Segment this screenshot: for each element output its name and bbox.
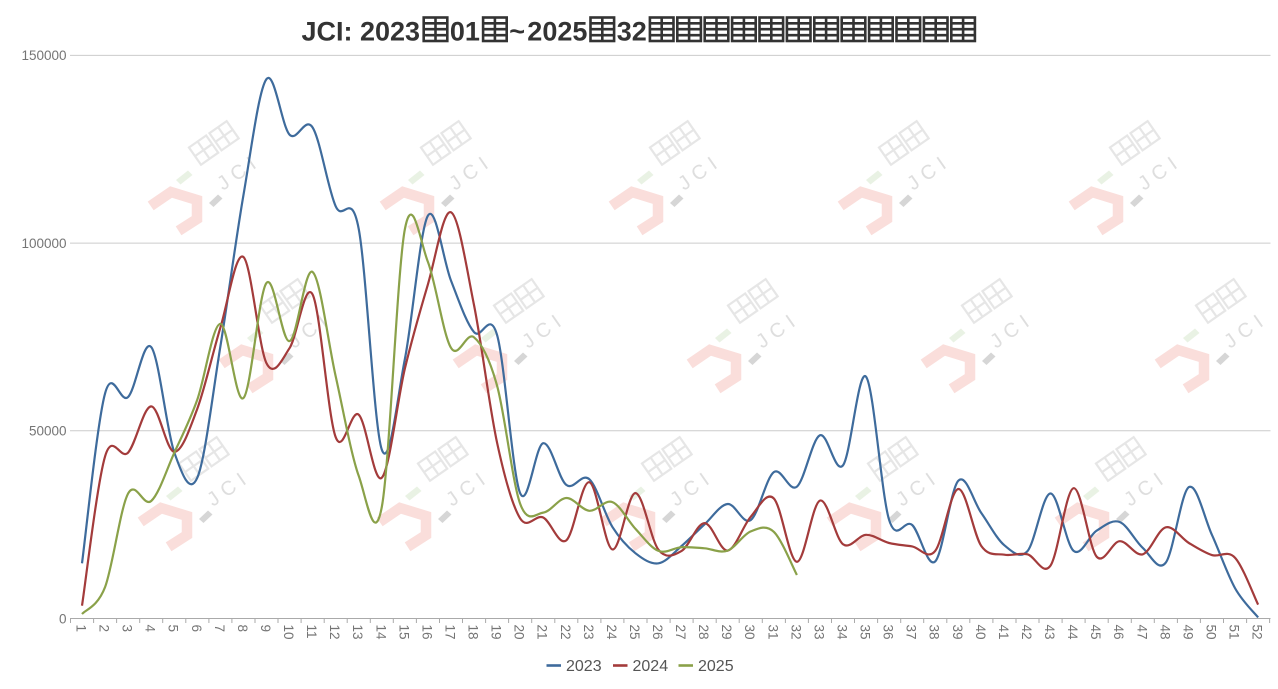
svg-text:20: 20 [512,625,527,640]
svg-text:32: 32 [788,625,803,640]
svg-text:10: 10 [281,625,296,640]
svg-text:21: 21 [535,625,550,640]
svg-text:29: 29 [719,625,734,640]
svg-text:51: 51 [1227,625,1242,640]
svg-text:32: 32 [617,17,647,47]
svg-text:25: 25 [627,625,642,640]
svg-text:30: 30 [742,625,757,640]
svg-text:6: 6 [189,625,204,633]
svg-text:43: 43 [1042,625,1057,640]
svg-text:26: 26 [650,625,665,640]
svg-text:41: 41 [996,625,1011,640]
svg-text:46: 46 [1111,625,1126,640]
svg-text:47: 47 [1134,625,1149,640]
svg-text:36: 36 [881,625,896,640]
svg-text:15: 15 [396,625,411,640]
svg-text:11: 11 [304,625,319,639]
svg-text:~: ~ [509,17,525,47]
svg-text:16: 16 [419,625,434,640]
svg-text:50: 50 [1203,625,1218,640]
svg-text:01: 01 [450,17,480,47]
svg-text:2025: 2025 [698,658,734,675]
svg-text:14: 14 [373,625,388,641]
svg-text:24: 24 [604,625,619,641]
svg-text:34: 34 [835,625,850,641]
svg-text:4: 4 [143,625,158,633]
svg-text:33: 33 [811,625,826,640]
svg-text:50000: 50000 [29,424,67,439]
svg-text:35: 35 [858,625,873,640]
svg-text:28: 28 [696,625,711,640]
svg-text:9: 9 [258,625,273,633]
svg-text:45: 45 [1088,625,1103,640]
svg-text:2025: 2025 [527,17,587,47]
svg-text:17: 17 [443,625,458,640]
svg-text:49: 49 [1180,625,1195,640]
svg-text:39: 39 [950,625,965,640]
svg-text:2024: 2024 [633,658,669,675]
svg-text:7: 7 [212,625,227,633]
svg-text:13: 13 [350,625,365,640]
svg-text:18: 18 [466,625,481,640]
svg-text:JCI: 2023: JCI: 2023 [302,17,421,47]
svg-text:38: 38 [927,625,942,640]
svg-text:27: 27 [673,625,688,640]
svg-text:100000: 100000 [21,236,66,251]
svg-text:40: 40 [973,625,988,640]
svg-text:1: 1 [74,625,89,633]
svg-text:5: 5 [166,625,181,633]
svg-text:31: 31 [765,625,780,640]
svg-text:52: 52 [1250,625,1265,640]
svg-text:37: 37 [904,625,919,640]
svg-text:0: 0 [59,611,67,626]
svg-text:12: 12 [327,625,342,640]
svg-text:8: 8 [235,625,250,633]
svg-text:22: 22 [558,625,573,640]
svg-text:2023: 2023 [566,658,602,675]
svg-text:19: 19 [489,625,504,640]
svg-text:23: 23 [581,625,596,640]
svg-text:2: 2 [97,625,112,633]
svg-text:44: 44 [1065,625,1080,641]
svg-text:42: 42 [1019,625,1034,640]
svg-text:48: 48 [1157,625,1172,640]
svg-text:3: 3 [120,625,135,633]
svg-text:150000: 150000 [21,48,66,63]
